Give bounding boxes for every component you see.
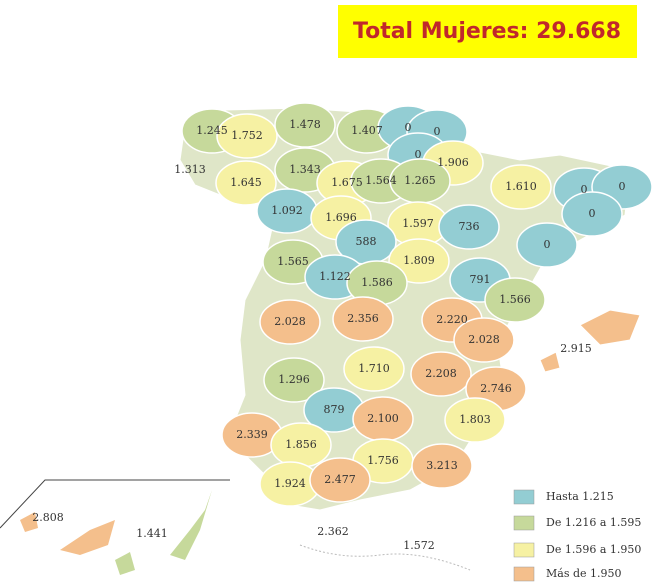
province-label: 2.746 bbox=[480, 382, 512, 395]
province bbox=[259, 299, 321, 345]
province-label: 1.441 bbox=[136, 527, 168, 540]
province-label: 1.566 bbox=[499, 293, 531, 306]
province bbox=[444, 397, 506, 443]
province bbox=[490, 164, 552, 210]
province-label: 2.356 bbox=[347, 312, 379, 325]
province-label: 1.610 bbox=[505, 180, 537, 193]
province bbox=[411, 443, 473, 489]
province bbox=[332, 296, 394, 342]
canary-island-tenerife bbox=[60, 520, 115, 555]
province-label: 0 bbox=[434, 125, 441, 138]
province-label: 1.856 bbox=[285, 438, 317, 451]
province-label: 1.265 bbox=[404, 174, 436, 187]
province bbox=[516, 222, 578, 268]
province-label: 0 bbox=[405, 121, 412, 134]
province bbox=[343, 346, 405, 392]
province-label: 1.565 bbox=[277, 255, 309, 268]
province-label: 1.645 bbox=[230, 176, 262, 189]
province-label: 1.906 bbox=[437, 156, 469, 169]
province-label: 1.245 bbox=[196, 124, 228, 137]
legend-label: De 1.596 a 1.950 bbox=[546, 543, 641, 556]
province-label: 1.092 bbox=[271, 204, 303, 217]
province bbox=[215, 160, 277, 206]
province bbox=[438, 204, 500, 250]
legend-label: Hasta 1.215 bbox=[546, 490, 614, 503]
province-label: 1.564 bbox=[365, 174, 397, 187]
province-label: 2.339 bbox=[236, 428, 268, 441]
province-label: 2.220 bbox=[436, 313, 468, 326]
ceuta-melilla-coast bbox=[299, 544, 471, 571]
province-label: 791 bbox=[470, 273, 491, 286]
province bbox=[274, 102, 336, 148]
canary-island-gran bbox=[115, 552, 135, 575]
province-label: 879 bbox=[324, 403, 345, 416]
province bbox=[453, 317, 515, 363]
province bbox=[410, 351, 472, 397]
province-label: 1.313 bbox=[174, 163, 206, 176]
legend-swatch bbox=[513, 489, 535, 505]
province-label: 736 bbox=[459, 220, 480, 233]
province-label: 1.924 bbox=[274, 477, 306, 490]
legend-swatch bbox=[513, 542, 535, 558]
canary-island-west bbox=[20, 512, 38, 532]
province-label: 1.597 bbox=[402, 217, 434, 230]
province-label: 2.362 bbox=[317, 525, 349, 538]
province-label: 1.696 bbox=[325, 211, 357, 224]
balearic-islands bbox=[579, 309, 641, 346]
province bbox=[263, 357, 325, 403]
canary-island-east bbox=[170, 490, 212, 560]
legend-swatch bbox=[513, 566, 535, 582]
province-label: 2.808 bbox=[32, 511, 64, 524]
province bbox=[484, 277, 546, 323]
province-label: 2.915 bbox=[560, 342, 592, 355]
legend-label: Más de 1.950 bbox=[546, 567, 622, 580]
province-label: 1.756 bbox=[367, 454, 399, 467]
title: Total Mujeres: 29.668 bbox=[353, 19, 621, 44]
province-label: 1.407 bbox=[351, 124, 383, 137]
title-box bbox=[338, 5, 637, 58]
province-label: 1.809 bbox=[403, 254, 435, 267]
province-label: 0 bbox=[619, 180, 626, 193]
province-label: 1.122 bbox=[319, 270, 351, 283]
province-label: 1.343 bbox=[289, 163, 321, 176]
province-label: 0 bbox=[544, 238, 551, 251]
legend-label: De 1.216 a 1.595 bbox=[546, 516, 641, 529]
canary-frame bbox=[0, 479, 230, 529]
province-label: 1.710 bbox=[358, 362, 390, 375]
province-label: 1.572 bbox=[403, 539, 435, 552]
province-label: 0 bbox=[415, 148, 422, 161]
province-label: 1.675 bbox=[331, 176, 363, 189]
province-label: 0 bbox=[581, 183, 588, 196]
province-label: 1.296 bbox=[278, 373, 310, 386]
legend-swatch bbox=[513, 515, 535, 531]
province-label: 2.028 bbox=[468, 333, 500, 346]
province bbox=[309, 457, 371, 503]
province-label: 3.213 bbox=[426, 459, 458, 472]
province-label: 2.028 bbox=[274, 315, 306, 328]
province bbox=[561, 191, 623, 237]
province-label: 1.752 bbox=[231, 129, 263, 142]
province-label: 2.100 bbox=[367, 412, 399, 425]
province-label: 1.803 bbox=[459, 413, 491, 426]
province-label: 0 bbox=[589, 207, 596, 220]
province-label: 2.208 bbox=[425, 367, 457, 380]
province-label: 588 bbox=[356, 235, 377, 248]
balearic-islands-small bbox=[539, 351, 561, 373]
province-label: 1.586 bbox=[361, 276, 393, 289]
province-label: 1.478 bbox=[289, 118, 321, 131]
province-label: 2.477 bbox=[324, 473, 356, 486]
province bbox=[216, 113, 278, 159]
